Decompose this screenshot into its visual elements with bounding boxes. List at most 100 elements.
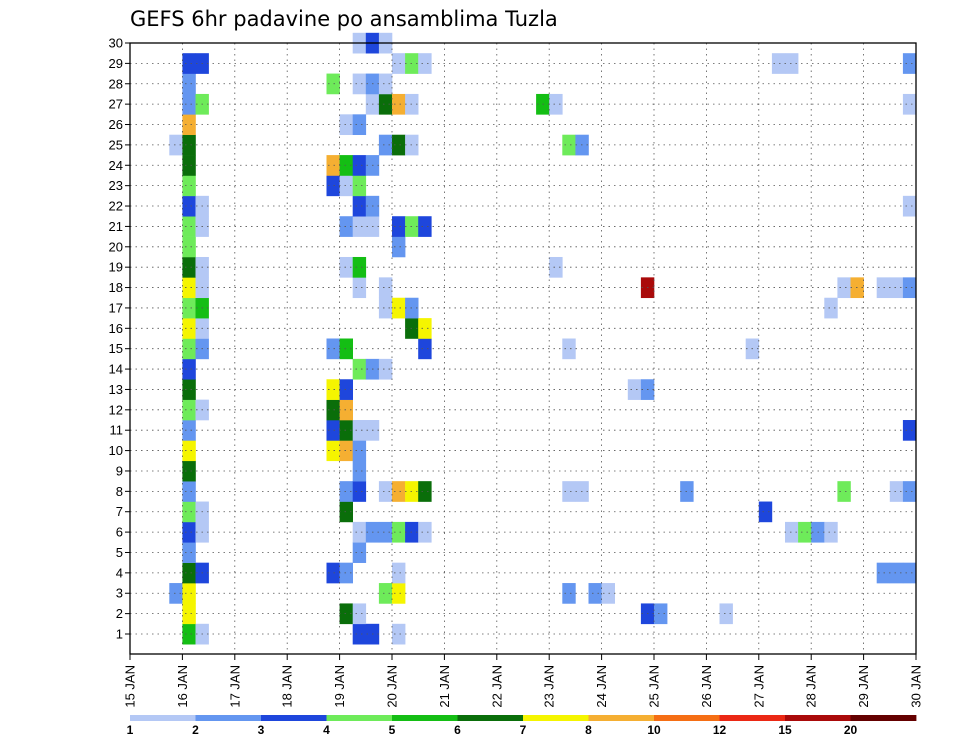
heatmap-cell — [392, 93, 406, 115]
heatmap-cell — [392, 481, 406, 502]
heatmap-cell — [562, 338, 576, 360]
heatmap-cell — [339, 338, 353, 360]
legend-label: 3 — [258, 723, 265, 737]
heatmap-cell — [378, 583, 393, 604]
heatmap-cell — [326, 338, 340, 360]
heatmap-cell — [339, 399, 353, 421]
heatmap-cell — [889, 562, 904, 584]
y-tick-label: 28 — [109, 76, 123, 91]
legend-swatch — [457, 715, 524, 721]
heatmap-cell — [182, 562, 196, 584]
heatmap-cell — [378, 277, 393, 299]
heatmap-cell — [902, 195, 917, 217]
heatmap-cell — [326, 155, 340, 176]
legend-swatch — [261, 715, 327, 721]
heatmap-cell — [601, 583, 615, 604]
x-tick-label: 18 JAN — [280, 665, 295, 708]
heatmap-cell — [392, 562, 406, 584]
y-tick-label: 21 — [109, 219, 123, 234]
heatmap-cell — [182, 297, 196, 319]
x-tick-label: 25 JAN — [647, 665, 662, 708]
legend-label: 8 — [585, 723, 592, 737]
heatmap-cell — [339, 175, 353, 197]
heatmap-cell — [326, 440, 340, 462]
x-tick-label: 15 JAN — [123, 665, 138, 708]
heatmap-cell — [654, 603, 668, 625]
y-tick-label: 16 — [109, 321, 123, 336]
heatmap-cell — [352, 277, 367, 299]
heatmap-cell — [889, 277, 904, 299]
heatmap-cell — [326, 175, 340, 197]
heatmap-cell — [418, 318, 432, 339]
heatmap-cell — [182, 175, 196, 197]
heatmap-cell — [352, 358, 367, 380]
heatmap-cell — [352, 603, 367, 625]
heatmap-cell — [378, 358, 393, 380]
heatmap-cell — [902, 93, 917, 115]
legend-swatch — [588, 715, 655, 721]
heatmap-cell — [562, 481, 576, 502]
heatmap-cell — [352, 195, 367, 217]
heatmap-cell — [785, 521, 799, 543]
heatmap-cell — [902, 420, 917, 441]
heatmap-cell — [182, 358, 196, 380]
y-tick-label: 13 — [109, 382, 123, 397]
heatmap-cell — [902, 277, 917, 299]
heatmap-cell — [182, 623, 196, 645]
heatmap-cell — [627, 379, 642, 400]
y-tick-label: 17 — [109, 300, 123, 315]
heatmap-cell — [339, 481, 353, 502]
heatmap-cell — [418, 216, 432, 237]
heatmap-cell — [182, 53, 196, 74]
x-tick-label: 17 JAN — [227, 665, 242, 708]
legend-label: 7 — [520, 723, 527, 737]
y-tick-label: 18 — [109, 280, 123, 295]
heatmap-cell — [339, 256, 353, 278]
legend-label: 6 — [454, 723, 461, 737]
y-tick-label: 5 — [116, 545, 123, 560]
legend-swatch — [654, 715, 720, 721]
heatmap-cell — [378, 297, 393, 319]
y-tick-label: 10 — [109, 443, 123, 458]
heatmap-cell — [326, 562, 340, 584]
y-tick-label: 9 — [116, 463, 123, 478]
heatmap-cell — [378, 521, 393, 543]
x-tick-label: 27 JAN — [751, 665, 766, 708]
y-tick-label: 2 — [116, 606, 123, 621]
heatmap-cell — [182, 379, 196, 400]
heatmap-cell — [352, 420, 367, 441]
y-tick-label: 30 — [109, 36, 123, 51]
heatmap-cell — [902, 53, 917, 74]
heatmap-cell — [352, 175, 367, 197]
heatmap-cell — [837, 277, 851, 299]
legend-swatch — [850, 715, 917, 721]
x-tick-label: 24 JAN — [594, 665, 609, 708]
x-tick-label: 26 JAN — [699, 665, 714, 708]
plot-frame — [129, 42, 917, 655]
legend-swatch — [392, 715, 458, 721]
heatmap-cell — [182, 399, 196, 421]
heatmap-cell — [339, 155, 353, 176]
legend-swatch — [785, 715, 851, 721]
heatmap-cell — [876, 562, 891, 584]
y-tick-label: 6 — [116, 525, 123, 540]
heatmap-cell — [182, 277, 196, 299]
heatmap-cell — [549, 256, 563, 278]
heatmap-cell — [418, 481, 432, 502]
heatmap-cell — [392, 53, 406, 74]
heatmap-cell — [182, 501, 196, 523]
heatmap-cell — [339, 603, 353, 625]
x-tick-label: 28 JAN — [804, 665, 819, 708]
heatmap-cell — [182, 93, 196, 115]
x-tick-label: 16 JAN — [175, 665, 190, 708]
heatmap-cell — [182, 134, 196, 156]
heatmap-cell — [562, 583, 576, 604]
y-tick-label: 3 — [116, 586, 123, 601]
heatmap-cell — [339, 440, 353, 462]
heatmap-cell — [352, 216, 367, 237]
heatmap-cell — [182, 542, 196, 563]
heatmap-cell — [876, 277, 891, 299]
heatmap-cell — [182, 440, 196, 462]
legend-label: 1 — [127, 723, 134, 737]
heatmap-cell — [339, 379, 353, 400]
